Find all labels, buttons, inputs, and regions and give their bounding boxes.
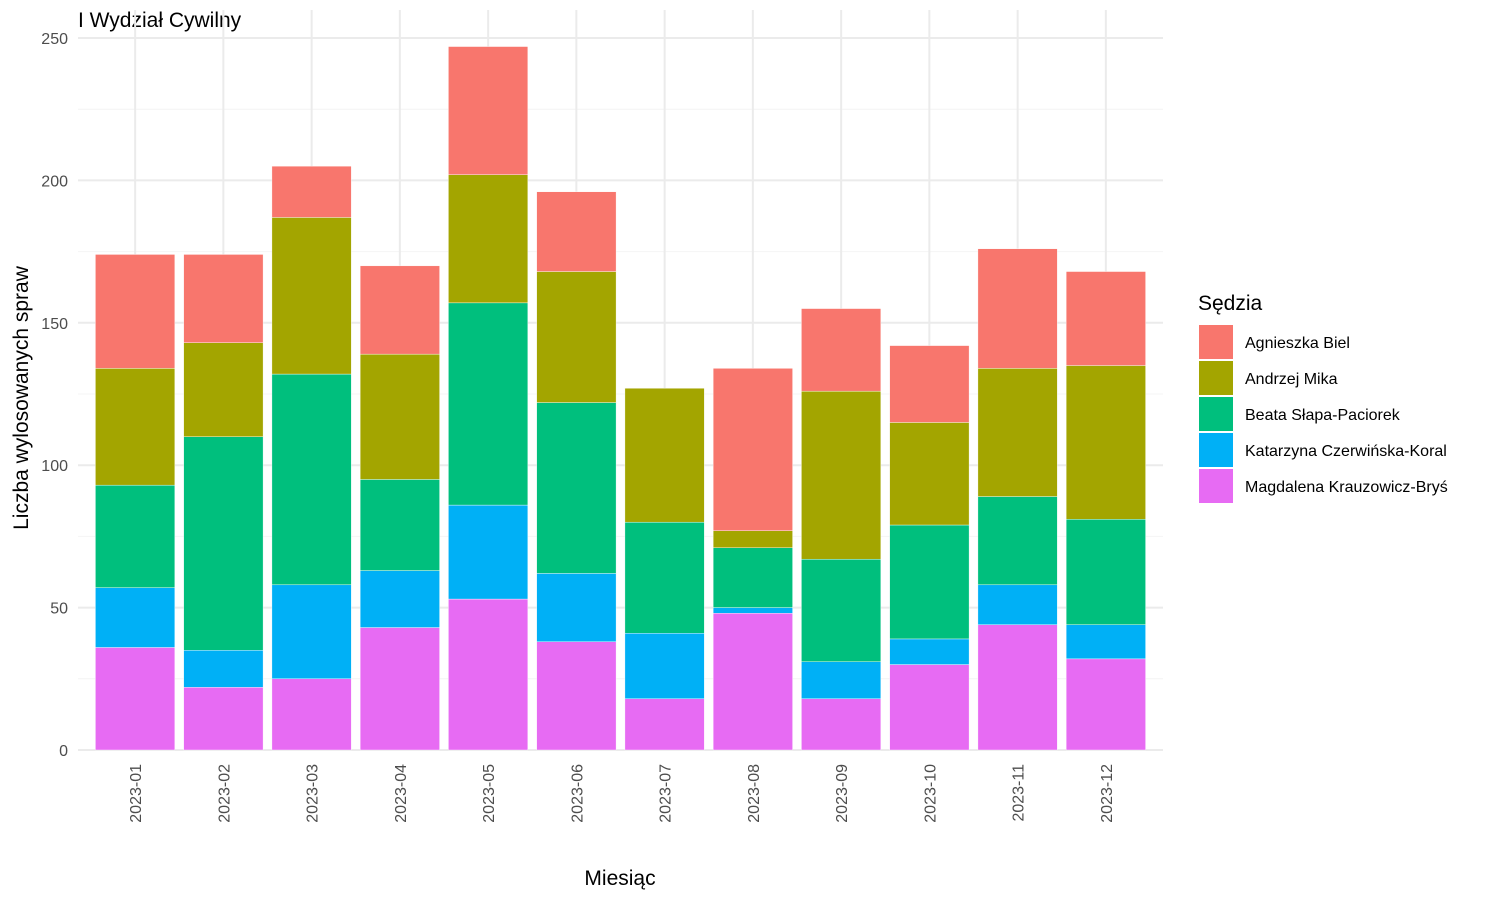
bar-segment xyxy=(801,661,882,699)
bar-segment xyxy=(977,624,1058,751)
legend: Sędzia Agnieszka Biel Andrzej Mika Beata S… xyxy=(1198,292,1448,503)
bar-segment xyxy=(712,613,793,751)
bar-segment xyxy=(801,698,882,751)
x-tick-label: 2023-08 xyxy=(746,764,763,823)
y-axis-ticks: 0 50 100 150 200 250 xyxy=(41,31,68,760)
bar-segment xyxy=(183,650,264,688)
bar-segment xyxy=(536,271,617,403)
bar-segment xyxy=(448,598,529,751)
bar-segment xyxy=(271,584,352,679)
bar-segment xyxy=(359,479,440,571)
bar-segment xyxy=(183,436,264,651)
bar-segment xyxy=(271,373,352,586)
bar-segment xyxy=(95,587,176,648)
bar-segment xyxy=(889,664,970,751)
bar-segment xyxy=(889,638,970,665)
x-tick-label: 2023-09 xyxy=(834,764,851,823)
x-axis-ticks: 2023-01 2023-02 2023-03 2023-04 2023-05 2023-… xyxy=(128,764,1116,823)
bar-segment xyxy=(624,388,705,523)
bar-segment xyxy=(1065,658,1146,751)
bar-segment xyxy=(801,308,882,392)
x-tick-label: 2023-01 xyxy=(128,764,145,823)
legend-key xyxy=(1199,469,1233,503)
bar-segment xyxy=(1065,624,1146,660)
bar-segment xyxy=(536,573,617,642)
bar-segment xyxy=(1065,271,1146,366)
legend-key xyxy=(1199,433,1233,467)
bar-segment xyxy=(977,248,1058,369)
bar-segment xyxy=(359,353,440,480)
x-tick-label: 2023-12 xyxy=(1099,764,1116,823)
bar-segment xyxy=(359,627,440,751)
x-tick-label: 2023-02 xyxy=(216,764,233,823)
bar-segment xyxy=(889,345,970,423)
bar-segment xyxy=(712,530,793,548)
bar-segment xyxy=(977,584,1058,625)
x-tick-label: 2023-11 xyxy=(1011,764,1028,822)
chart-title: I Wydział Cywilny xyxy=(78,9,242,32)
bar-segment xyxy=(712,368,793,531)
y-axis-title: Liczba wylosowanych spraw xyxy=(10,265,33,530)
y-tick-label: 100 xyxy=(41,458,68,475)
x-tick-label: 2023-07 xyxy=(658,764,675,823)
bar-segment xyxy=(801,390,882,560)
legend-label: Beata Słapa-Paciorek xyxy=(1245,407,1401,424)
x-axis-title: Miesiąc xyxy=(584,867,655,890)
y-tick-label: 0 xyxy=(59,743,68,760)
bar-segment xyxy=(801,558,882,662)
y-tick-label: 200 xyxy=(41,173,68,190)
bar-segment xyxy=(448,46,529,175)
bar-segment xyxy=(271,678,352,751)
bar-segment xyxy=(536,402,617,574)
legend-label: Andrzej Mika xyxy=(1245,371,1338,388)
bar-segment xyxy=(359,265,440,355)
y-tick-label: 250 xyxy=(41,31,68,48)
legend-label: Agnieszka Biel xyxy=(1245,335,1350,352)
bar-segment xyxy=(271,217,352,375)
bar-segment xyxy=(448,302,529,506)
bar-segment xyxy=(183,254,264,343)
bar-segment xyxy=(1065,365,1146,520)
bar-segment xyxy=(95,647,176,751)
bar-segment xyxy=(95,368,176,486)
legend-label: Magdalena Krauzowicz-Bryś xyxy=(1245,479,1448,496)
bar-segment xyxy=(183,687,264,751)
legend-label: Katarzyna Czerwińska-Koral xyxy=(1245,443,1447,460)
legend-key xyxy=(1199,361,1233,395)
legend-key xyxy=(1199,325,1233,359)
bar-segment xyxy=(95,254,176,369)
y-tick-label: 50 xyxy=(50,601,68,618)
bar-segment xyxy=(624,521,705,634)
x-tick-label: 2023-10 xyxy=(922,764,939,823)
x-tick-label: 2023-06 xyxy=(569,764,586,823)
bar-segment xyxy=(889,422,970,526)
y-tick-label: 150 xyxy=(41,316,68,333)
bar-segment xyxy=(712,607,793,614)
bar-segment xyxy=(889,524,970,640)
bar-segment xyxy=(271,165,352,218)
x-tick-label: 2023-03 xyxy=(305,764,322,823)
legend-title: Sędzia xyxy=(1198,292,1263,315)
bar-segment xyxy=(977,496,1058,586)
bar-segment xyxy=(536,191,617,272)
bar-segment xyxy=(448,174,529,304)
bar-segment xyxy=(183,342,264,437)
x-tick-label: 2023-05 xyxy=(481,764,498,823)
bar-segment xyxy=(1065,519,1146,625)
bar-segment xyxy=(448,504,529,600)
bar-segment xyxy=(624,633,705,699)
bar-segment xyxy=(536,641,617,751)
bars xyxy=(95,46,1146,751)
bar-segment xyxy=(977,368,1058,497)
bar-segment xyxy=(624,698,705,751)
bar-segment xyxy=(359,570,440,628)
bar-segment xyxy=(712,547,793,608)
legend-key xyxy=(1199,397,1233,431)
bar-segment xyxy=(95,484,176,588)
x-tick-label: 2023-04 xyxy=(393,764,410,823)
